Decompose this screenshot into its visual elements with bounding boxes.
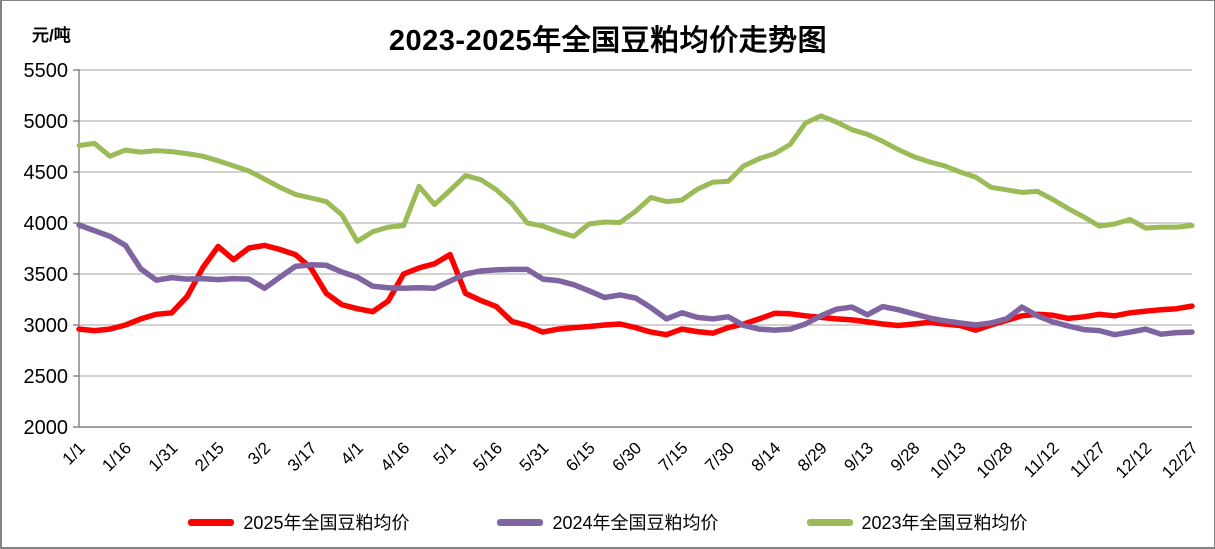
x-tick-label: 7/30 [701, 438, 738, 475]
y-tick-label: 5500 [24, 60, 69, 82]
x-tick-label: 12/27 [1158, 438, 1202, 482]
legend-item-2023: 2023年全国豆粕均价 [806, 509, 1028, 535]
y-tick-label: 4000 [24, 213, 69, 235]
legend-item-2025: 2025年全国豆粕均价 [188, 509, 409, 535]
x-tick-label: 9/13 [840, 438, 877, 475]
x-tick-label: 5/1 [430, 438, 460, 468]
legend-dash-icon [806, 518, 853, 526]
x-tick-label: 6/30 [608, 438, 645, 475]
chart-legend: 2025年全国豆粕均价 2024年全国豆粕均价 2023年全国豆粕均价 [2, 509, 1214, 535]
legend-dash-icon [497, 518, 544, 526]
legend-label: 2024年全国豆粕均价 [552, 513, 719, 533]
series-line-2025 [76, 242, 1195, 338]
x-tick-label: 10/13 [926, 438, 970, 482]
legend-item-2024: 2024年全国豆粕均价 [497, 509, 719, 535]
x-tick-label: 2/15 [191, 438, 228, 475]
x-tick-label: 6/15 [562, 438, 599, 475]
x-tick-label: 5/31 [516, 438, 553, 475]
x-tick-label: 3/17 [284, 438, 321, 475]
x-tick-label: 12/12 [1112, 438, 1156, 482]
x-tick-label: 4/16 [377, 438, 414, 475]
x-tick-label: 9/28 [887, 438, 924, 475]
legend-label: 2023年全国豆粕均价 [861, 513, 1028, 533]
x-tick-label: 1/16 [98, 438, 135, 475]
x-tick-label: 5/16 [469, 438, 506, 475]
x-tick-label: 1/1 [59, 438, 89, 468]
x-tick-label: 11/27 [1066, 438, 1109, 481]
legend-label: 2025年全国豆粕均价 [243, 513, 410, 533]
x-tick-label: 7/15 [655, 438, 692, 475]
x-tick-label: 11/12 [1020, 438, 1063, 481]
y-tick-label: 5000 [24, 111, 69, 133]
y-tick-label: 2500 [24, 366, 69, 388]
y-axis-unit-label: 元/吨 [32, 26, 71, 45]
x-tick-label: 3/2 [244, 438, 274, 468]
x-tick-label: 4/1 [337, 438, 367, 468]
y-tick-label: 2000 [24, 417, 69, 439]
y-tick-label: 4500 [24, 162, 69, 184]
series-line-2023 [76, 113, 1195, 244]
x-tick-label: 10/28 [973, 438, 1017, 482]
x-tick-label: 1/31 [145, 438, 182, 475]
y-tick-label: 3000 [24, 315, 69, 337]
x-tick-label: 8/14 [748, 438, 785, 475]
y-tick-label: 3500 [24, 264, 69, 286]
chart-title: 2023-2025年全国豆粕均价走势图 [388, 25, 828, 57]
series-line-2024 [76, 222, 1195, 338]
x-tick-label: 8/29 [794, 438, 831, 475]
legend-dash-icon [188, 518, 235, 526]
